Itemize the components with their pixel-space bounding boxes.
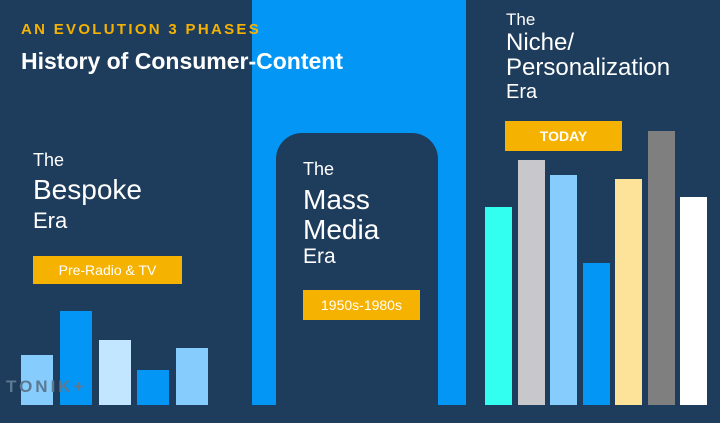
era-tag-niche: TODAY (505, 121, 622, 151)
era-line: Mass (303, 184, 370, 215)
niche-era-heading: The Niche/ Personalization Era (506, 11, 670, 102)
era-line: Era (33, 208, 68, 233)
bar (550, 175, 577, 405)
mass-media-card (276, 133, 438, 423)
bar (582, 263, 610, 405)
era-line: Bespoke (33, 174, 142, 205)
era-line: The (33, 150, 65, 170)
kicker: AN EVOLUTION 3 PHASES (21, 21, 261, 38)
bar (615, 179, 642, 405)
era-line: The (506, 10, 536, 29)
bespoke-era-panel (0, 0, 252, 405)
tonik-logo: TONIK+ (6, 377, 87, 396)
era-line: Niche/ (506, 29, 575, 56)
bar (517, 160, 545, 405)
page-title: History of Consumer-Content (21, 48, 343, 74)
era-line: Era (303, 245, 336, 268)
bar (680, 197, 707, 405)
bar (59, 311, 92, 405)
bar (137, 370, 170, 405)
era-line: The (303, 159, 335, 179)
era-line: Media (303, 214, 380, 245)
era-line: Era (506, 81, 538, 103)
bar (21, 355, 53, 405)
bar (176, 348, 209, 405)
era-line: Personalization (506, 54, 671, 81)
bar (485, 207, 512, 405)
bar (647, 131, 675, 405)
era-tag-mass-media: 1950s-1980s (303, 290, 420, 320)
bespoke-era-heading: The Bespoke Era (33, 151, 142, 232)
era-tag-bespoke: Pre-Radio & TV (33, 256, 182, 284)
mass-media-era-heading: The Mass Media Era (303, 160, 379, 267)
bar (98, 340, 131, 405)
